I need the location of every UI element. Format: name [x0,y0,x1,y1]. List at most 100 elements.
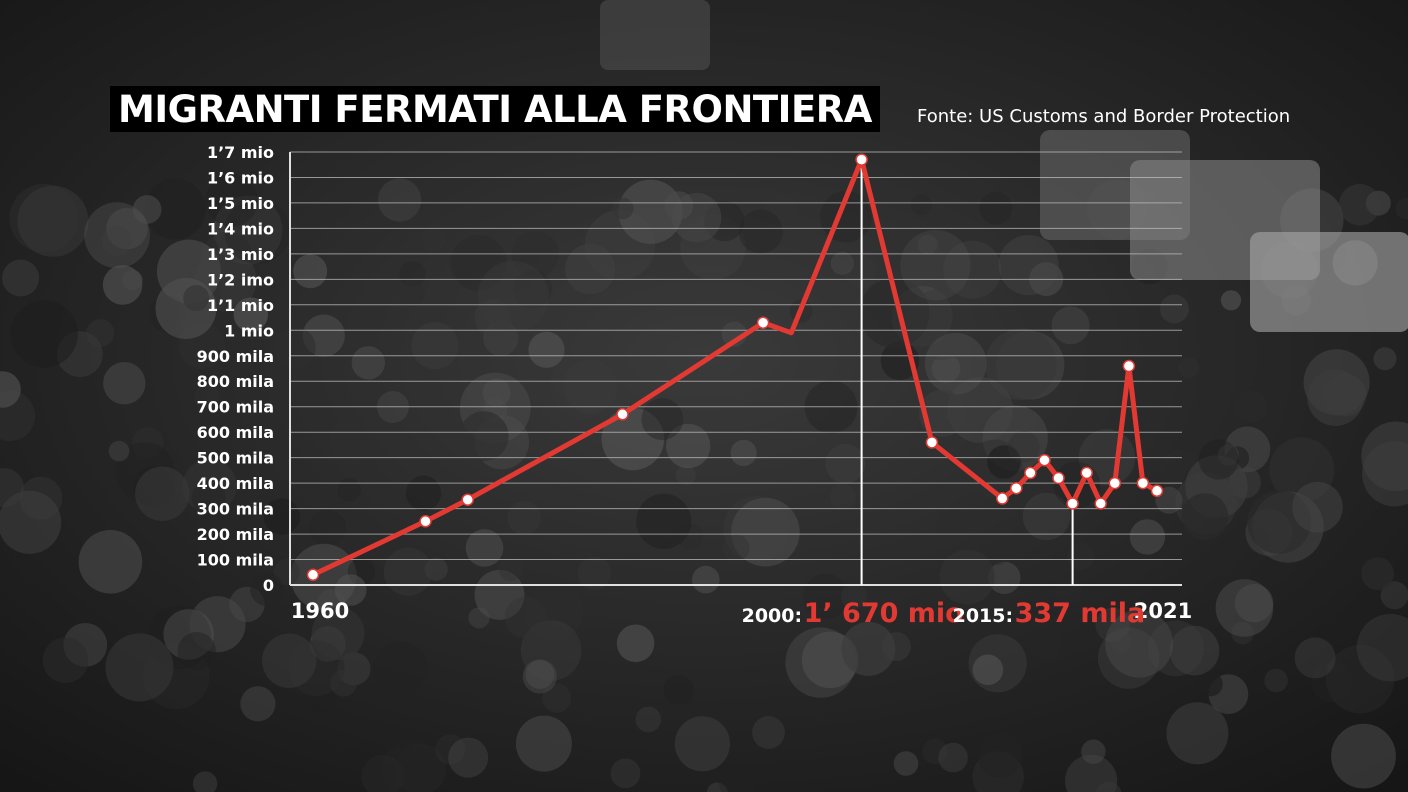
crowd-blob [240,686,276,722]
crowd-blob [0,468,24,508]
data-point [1066,497,1079,510]
chart-title: MIGRANTI FERMATI ALLA FRONTIERA [118,87,872,131]
crowd-blob [663,674,694,705]
y-tick-label: 700 mila [197,398,274,417]
truck-shape [1250,232,1408,332]
crowd-blob [205,174,258,227]
crowd-blob [224,198,291,265]
data-point [1094,497,1107,510]
crowd-blob [308,509,347,547]
crowd-blob [262,633,317,688]
crowd-blob [738,209,783,254]
crowd-blob [397,280,425,308]
crowd-blob [351,346,385,380]
crowd-blob [1325,645,1395,714]
y-tick-label: 600 mila [197,423,274,442]
crowd-blob [1169,625,1220,676]
crowd-blob [1067,542,1095,570]
annotation-year-label: 2000: [742,605,802,627]
y-tick-label: 1 mio [224,321,274,340]
crowd-blob [943,240,1002,299]
crowd-blob [641,398,684,441]
y-tick-label: 1’2 imo [207,270,274,289]
crowd-blob [706,782,728,792]
crowd-blob [405,475,442,511]
crowd-blob [273,559,300,586]
data-point [1038,453,1051,467]
crowd-blob [1160,294,1189,324]
crowd-blob [577,556,612,591]
crowd-blob [972,654,1004,686]
y-tick-label: 1’1 mio [207,296,274,315]
crowd-blob [1220,290,1242,311]
crowd-blob [330,669,357,697]
crowd-blob [985,328,1057,400]
crowd-blob [616,624,655,663]
crowd-blob [135,466,190,521]
y-tick-label: 1’5 mio [207,194,274,213]
crowd-blob [666,423,711,469]
crowd-blob [998,235,1059,296]
crowd-blob [525,660,555,689]
crowd-blob [448,737,489,778]
crowd-blob [399,261,426,288]
crowd-blob [731,497,800,567]
crowd-blob [900,230,971,301]
crowd-blob [1217,444,1239,466]
crowd-blob [1395,197,1408,220]
crowd-blob [675,465,697,486]
crowd-blob [987,445,1021,479]
crowd-blob [1215,579,1274,637]
y-axis-ticks: 0 100 mila 200 mila 300 mila 400 mila 500 mil… [197,143,274,595]
crowd-blob [474,569,525,620]
data-point [1052,471,1065,485]
title-box: MIGRANTI FERMATI ALLA FRONTIERA [110,86,880,132]
crowd-blob [293,254,328,289]
crowd-blob [101,226,132,256]
crowd-blob [1338,183,1381,226]
data-point [616,408,629,421]
crowd-blob [1264,668,1288,693]
crowd-blob [1331,723,1396,789]
crowd-blob [1097,627,1160,689]
crowd-blob [17,185,89,257]
y-tick-label: 1’3 mio [207,245,274,264]
crowd-blob [722,534,750,562]
crowd-blob [939,549,995,605]
y-tick-label: 0 [263,576,274,595]
crowd-blob [674,716,731,772]
data-markers [306,153,1164,582]
crowd-blob [1022,492,1071,541]
crowd-blob [1148,620,1204,677]
crowd-blob [42,637,89,683]
crowd-blob [692,565,720,594]
data-point [419,515,432,528]
crowd-blob [841,621,896,676]
crowd-blob [1166,702,1229,765]
crowd-blob [1247,490,1311,554]
crowd-blob [1007,431,1040,463]
crowd-blob [465,529,504,567]
crowd-blob [191,480,226,515]
crowd-blob [84,202,150,269]
crowd-blob [515,715,572,772]
crowd-blob [122,269,143,291]
crowd-blob [435,734,466,765]
data-point [1024,466,1037,480]
annotation-year-label: 2015: [953,605,1013,627]
crowd-blob [86,319,115,348]
crowd-blob [635,706,662,733]
crowd-blob [132,195,162,224]
crowd-blob [78,530,143,594]
crowd-blob [383,547,433,596]
crowd-blob [361,754,405,792]
crowd-blob [1380,581,1408,610]
crowd-blob [1269,437,1335,503]
crowd-blob [373,641,428,696]
crowd-blob [830,251,854,275]
crowd-blob [979,191,1013,225]
y-tick-label: 500 mila [197,449,274,468]
